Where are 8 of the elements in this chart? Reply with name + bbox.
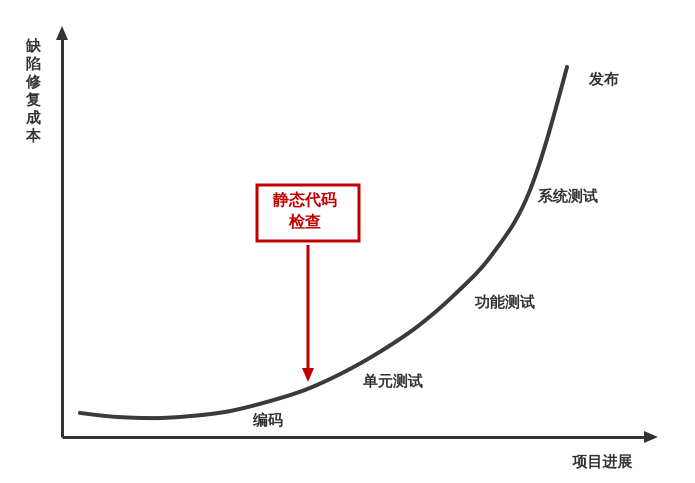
annotation: 编码	[252, 411, 283, 429]
x-axis-title: 项目进展	[572, 452, 632, 470]
y-axis-title: 缺陷修复成本	[25, 36, 42, 144]
annotation: 系统测试	[537, 187, 598, 205]
annotation: 功能测试	[474, 293, 535, 311]
annotation: 单元测试	[362, 372, 423, 390]
annotation: 静态代码检查	[272, 190, 337, 231]
text: 发布	[588, 70, 619, 88]
